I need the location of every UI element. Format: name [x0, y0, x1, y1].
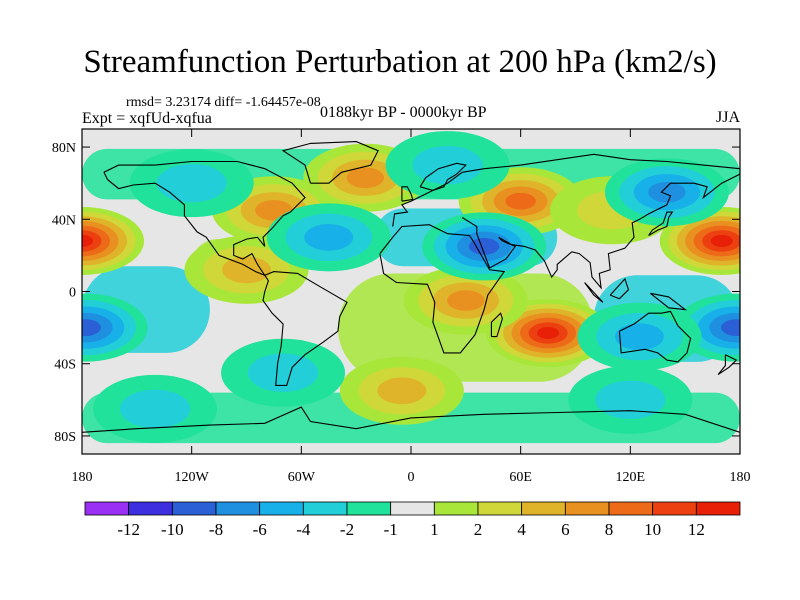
- season-label: JJA: [716, 109, 741, 126]
- anomaly-contour: [615, 323, 664, 351]
- coastline: [584, 282, 604, 303]
- colorbar-label: 12: [688, 520, 705, 539]
- colorbar-swatch: [346, 501, 392, 516]
- coastline: [419, 162, 467, 191]
- anomaly-contour: [248, 353, 319, 392]
- y-tick-label: 40S: [54, 358, 76, 373]
- coastline: [717, 354, 738, 376]
- rmsd-diff-text: rmsd= 3.23174 diff= -1.64457e-08: [126, 95, 321, 110]
- x-tick-label: 120W: [175, 470, 210, 485]
- colorbar-swatch: [302, 501, 348, 516]
- colorbar-swatch: [215, 501, 261, 516]
- colorbar: -12 -10 -8 -6 -4 -2 -1 1 2 4 6 8 10 12: [84, 501, 741, 539]
- coastline: [281, 141, 379, 184]
- anomaly-contour: [505, 192, 536, 210]
- colorbar-swatch: [477, 501, 523, 516]
- colorbar-swatch: [259, 501, 304, 516]
- coastline: [392, 153, 740, 227]
- colorbar-swatch: [390, 501, 435, 516]
- x-tick-label: 180: [730, 470, 751, 485]
- colorbar-label: -8: [209, 520, 223, 539]
- anomaly-contour: [447, 290, 485, 311]
- colorbar-label: -10: [161, 520, 184, 539]
- colorbar-label: 1: [430, 520, 439, 539]
- anomaly-contour: [710, 234, 733, 247]
- coastline: [379, 224, 506, 354]
- colorbar-swatch: [564, 501, 610, 516]
- x-tick-label: 60W: [288, 470, 316, 485]
- colorbar-swatch: [128, 501, 173, 516]
- colorbar-label: 8: [605, 520, 614, 539]
- x-tick-label: 120E: [616, 470, 646, 485]
- colorbar-label: -6: [253, 520, 267, 539]
- colorbar-swatch: [84, 501, 130, 516]
- anomaly-contour: [222, 256, 271, 284]
- experiment-label: Expt = xqfUd-xqfua: [82, 110, 212, 127]
- colorbar-swatch: [433, 501, 479, 516]
- colorbar-label: 2: [474, 520, 483, 539]
- anomaly-contour: [537, 326, 560, 340]
- coastline: [401, 186, 414, 202]
- coastlines: [82, 141, 740, 433]
- colorbar-label: -1: [384, 520, 398, 539]
- colorbar-label: 6: [561, 520, 570, 539]
- coastline: [650, 292, 688, 311]
- chart-title: Streamfunction Perturbation at 200 hPa (…: [83, 44, 717, 80]
- x-tick-label: 60E: [509, 470, 532, 485]
- anomaly-contour: [346, 167, 385, 189]
- anomaly-contour: [721, 319, 740, 336]
- colorbar-label: -12: [117, 520, 140, 539]
- colorbar-label: -2: [340, 520, 354, 539]
- anomaly-contour: [156, 163, 227, 203]
- y-tick-label: 80S: [54, 430, 76, 445]
- anomaly-contour: [304, 223, 354, 251]
- coastline: [609, 277, 630, 300]
- anomaly-contour: [468, 238, 500, 255]
- colorbar-label: 4: [517, 520, 526, 539]
- coastline: [461, 173, 740, 290]
- y-tick-label: 0: [69, 286, 76, 301]
- y-tick-label: 40N: [52, 213, 76, 228]
- anomaly-contour: [120, 389, 191, 429]
- period-label: 0188kyr BP - 0000kyr BP: [320, 104, 487, 121]
- anomaly-contour: [595, 380, 666, 420]
- colorbar-label: -4: [296, 520, 311, 539]
- anomaly-contour: [82, 234, 94, 247]
- colorbar-swatch: [652, 501, 697, 516]
- streamfunction-field: [82, 129, 740, 454]
- anomaly-contour: [412, 145, 483, 185]
- map-axes: 180 120W 60W 0 60E 120E 180 80N 40N 0 40S 80S: [52, 129, 751, 485]
- coastline: [262, 271, 348, 386]
- colorbar-swatch: [521, 501, 566, 516]
- y-tick-label: 80N: [52, 141, 76, 156]
- colorbar-swatch: [608, 501, 654, 516]
- anomaly-contour: [82, 319, 101, 336]
- x-tick-label: 0: [408, 470, 415, 485]
- coastline: [103, 160, 306, 277]
- anomaly-contour: [377, 377, 427, 405]
- colorbar-swatch: [171, 501, 217, 516]
- colorbar-label: 10: [644, 520, 661, 539]
- coastline: [82, 406, 740, 433]
- coastline: [490, 312, 503, 338]
- anomaly-contour: [648, 181, 686, 203]
- x-tick-label: 180: [72, 470, 93, 485]
- coastline: [648, 211, 674, 236]
- colorbar-swatch: [695, 501, 741, 516]
- coastline: [618, 310, 692, 363]
